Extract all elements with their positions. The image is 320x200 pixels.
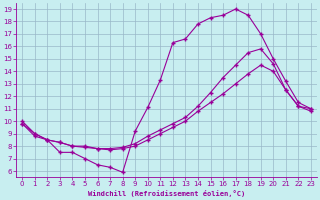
X-axis label: Windchill (Refroidissement éolien,°C): Windchill (Refroidissement éolien,°C) [88,190,245,197]
